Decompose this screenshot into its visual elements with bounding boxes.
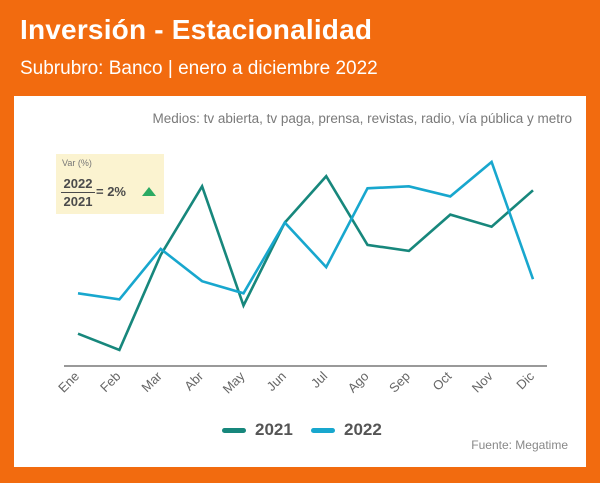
x-tick-label: Feb — [97, 369, 123, 395]
chart-legend: 2021 2022 — [14, 420, 586, 442]
x-tick-label: Ene — [55, 369, 82, 396]
chart-title: Inversión - Estacionalidad — [20, 14, 373, 45]
series-line-2021 — [77, 174, 534, 352]
x-tick-label: Ago — [345, 369, 372, 396]
x-tick-label: Nov — [469, 368, 496, 395]
media-note: Medios: tv abierta, tv paga, prensa, rev… — [152, 111, 572, 126]
variation-denominator: 2021 — [63, 194, 93, 209]
x-tick-label: Dic — [513, 368, 537, 392]
x-tick-label: Abr — [181, 368, 206, 393]
variation-box: Var (%) 2022 2021 = 2% — [56, 154, 164, 214]
x-tick-label: May — [220, 368, 248, 396]
legend-label-2021: 2021 — [255, 420, 293, 439]
x-tick-label: Mar — [138, 368, 165, 395]
x-tick-label: Jun — [264, 369, 289, 394]
series-line-2022 — [77, 159, 535, 301]
x-tick-label: Oct — [429, 368, 454, 393]
legend-swatch-2022 — [311, 427, 335, 433]
source-note: Fuente: Megatime — [471, 438, 568, 452]
legend-label-2022: 2022 — [344, 420, 382, 439]
chart-subtitle: Subrubro: Banco | enero a diciembre 2022 — [20, 58, 378, 79]
x-tick-label: Sep — [386, 369, 413, 396]
arrow-up-icon — [142, 187, 156, 196]
variation-value: = 2% — [96, 184, 126, 199]
variation-label: Var (%) — [62, 158, 92, 168]
legend-swatch-2021 — [222, 427, 246, 433]
fraction-divider — [61, 192, 95, 193]
legend-item-2021: 2021 — [222, 420, 293, 440]
line-chart: Ene Feb Mar Abr May Jun Jul Ago Sep Oct Nov Dic — [55, 159, 547, 396]
legend-item-2022: 2022 — [311, 420, 382, 440]
x-tick-label: Jul — [308, 368, 330, 390]
variation-numerator: 2022 — [63, 176, 93, 191]
chart-card: Medios: tv abierta, tv paga, prensa, rev… — [14, 96, 586, 467]
